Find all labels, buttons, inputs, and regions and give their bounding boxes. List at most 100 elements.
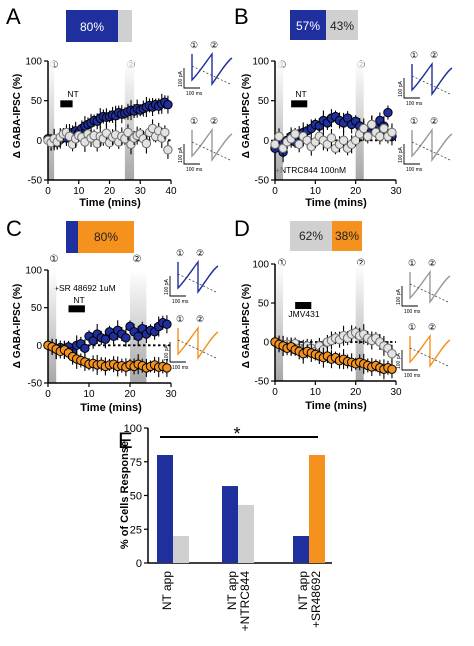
trace-scale-time: 100 ms bbox=[172, 365, 189, 371]
trace-marker-1: ① bbox=[410, 50, 418, 60]
panel-a-gray-point bbox=[141, 138, 152, 149]
panel-b-drug-bar bbox=[291, 100, 308, 108]
panel-b-shaded-epoch bbox=[275, 61, 284, 180]
panel-letter-c: C bbox=[6, 216, 22, 241]
panel-a-gray-point bbox=[160, 127, 170, 138]
trace-marker-2: ② bbox=[196, 314, 204, 324]
panel-b-gray-point bbox=[367, 119, 377, 130]
trace-baseline bbox=[409, 283, 449, 303]
panel-a-xtick-label: 40 bbox=[165, 186, 177, 197]
panel-b-gray-point bbox=[363, 131, 373, 142]
panel-e-bar-gray bbox=[238, 504, 254, 563]
trace-scale-time: 100 ms bbox=[404, 309, 421, 315]
trace-scale-time: 100 ms bbox=[404, 373, 421, 379]
pct-label-b-blue: 57% bbox=[296, 19, 320, 33]
panel-d-xtick-label: 10 bbox=[310, 387, 322, 398]
panel-b-ytick-label: -50 bbox=[255, 176, 270, 187]
pct-label-d-orange: 38% bbox=[335, 229, 359, 243]
trace-marker-1: ① bbox=[190, 116, 198, 126]
panel-e-ytick-label: 0 bbox=[136, 558, 142, 570]
panel-b-timecourse: ① ② NT +NTRC844 100nM Δ GABA-IPSC (%) Ti… bbox=[241, 57, 402, 210]
panel-a-ytick-label: 50 bbox=[31, 96, 43, 107]
panel-a-drug-label: NT bbox=[67, 89, 78, 99]
panel-a-xlabel: Time (mins) bbox=[79, 197, 141, 209]
panel-c-xtick-label: 0 bbox=[45, 389, 51, 400]
panel-c-ytick-label: 0 bbox=[36, 341, 42, 352]
panel-b-blue-point bbox=[383, 107, 393, 118]
panel-d-timecourse: ① ② JMV431 Δ GABA-IPSC (%) Time (mins) -… bbox=[241, 258, 402, 412]
panel-c-blue-point bbox=[121, 333, 131, 343]
panel-b-xlabel: Time (mins) bbox=[305, 197, 367, 209]
panel-c-drug-label: NT bbox=[73, 295, 84, 305]
trace-baseline bbox=[191, 65, 231, 85]
panel-b-gray-point bbox=[375, 131, 385, 142]
panel-a-ytick-label: -50 bbox=[28, 176, 43, 187]
trace-baseline bbox=[191, 141, 231, 161]
panel-d-ytick-label: 0 bbox=[263, 338, 269, 349]
trace-scale-current: 100 pA bbox=[178, 70, 184, 87]
panel-a-xtick-label: 30 bbox=[135, 186, 147, 197]
panel-d-xtick-label: 20 bbox=[350, 387, 362, 398]
panel-c-blue-point bbox=[162, 319, 172, 329]
panel-b-xtick-label: 30 bbox=[390, 186, 402, 197]
panel-b-ytick-label: 100 bbox=[252, 57, 269, 68]
panel-c-blue-point bbox=[80, 343, 90, 354]
panel-e-bar-blue bbox=[222, 486, 238, 563]
panel-d-ytick-label: 100 bbox=[252, 260, 269, 271]
trace-marker-2: ② bbox=[430, 116, 438, 126]
panel-d-xtick-label: 30 bbox=[390, 387, 402, 398]
trace-waveform bbox=[191, 127, 233, 163]
trace-marker-2: ② bbox=[210, 40, 218, 50]
panel-e-ytick-label: 75 bbox=[130, 457, 142, 469]
significance-star: * bbox=[233, 424, 240, 444]
proportion-bar-c: 80% bbox=[66, 221, 134, 253]
pct-label-d-gray: 62% bbox=[299, 229, 323, 243]
trace-marker-1: ① bbox=[410, 116, 418, 126]
panel-c-ytick-label: 100 bbox=[25, 266, 42, 277]
proportion-bar-a: 80% bbox=[66, 10, 132, 42]
trace-marker-1: ① bbox=[408, 258, 416, 268]
trace-scale-time: 100 ms bbox=[186, 167, 203, 173]
panel-c-orange-point bbox=[162, 363, 172, 373]
panel-c-ytick-label: -50 bbox=[28, 379, 43, 390]
trace-waveform bbox=[191, 51, 233, 87]
panel-a-ytick-label: 0 bbox=[36, 136, 42, 147]
pct-label-b-gray: 43% bbox=[330, 19, 354, 33]
trace-scale-time: 100 ms bbox=[406, 101, 423, 107]
panel-letter-b: B bbox=[234, 4, 249, 29]
panel-a-ylabel: Δ GABA-IPSC (%) bbox=[12, 74, 23, 158]
trace-scale-time: 100 ms bbox=[406, 167, 423, 173]
trace-waveform bbox=[409, 333, 451, 369]
panel-letter-a: A bbox=[6, 4, 21, 29]
trace-scale-current: 100 pA bbox=[164, 344, 170, 361]
trace-scale-bar bbox=[401, 350, 418, 371]
trace-waveform bbox=[409, 269, 451, 305]
panel-e-ytick-label: 100 bbox=[124, 423, 142, 435]
panel-b-gray-point bbox=[379, 123, 389, 134]
panel-d-timepoint-1: ① bbox=[278, 258, 287, 269]
panel-letter-e: E bbox=[118, 428, 133, 453]
panel-b-ytick-label: 0 bbox=[263, 136, 269, 147]
panel-a-drug-bar bbox=[60, 100, 73, 108]
panel-d-xlabel: Time (mins) bbox=[305, 400, 367, 412]
trace-scale-time: 100 ms bbox=[172, 299, 189, 305]
panel-b-gray-point bbox=[326, 133, 337, 143]
panel-e-bar-orange bbox=[309, 455, 325, 563]
panel-d-shaded-epoch bbox=[355, 264, 364, 381]
panel-b-gray-point bbox=[338, 135, 349, 146]
trace-baseline bbox=[177, 339, 217, 359]
trace-marker-2: ② bbox=[428, 258, 436, 268]
panel-a-shaded-epoch bbox=[124, 61, 135, 180]
panel-b-xtick-label: 20 bbox=[350, 186, 362, 197]
panel-a-shaded-epoch bbox=[48, 61, 55, 180]
panel-e-bar-gray bbox=[173, 536, 189, 563]
trace-scale-bar bbox=[401, 286, 418, 307]
trace-scale-current: 100 pA bbox=[178, 146, 184, 163]
trace-marker-2: ② bbox=[210, 116, 218, 126]
pct-label-c-orange: 80% bbox=[94, 230, 118, 244]
